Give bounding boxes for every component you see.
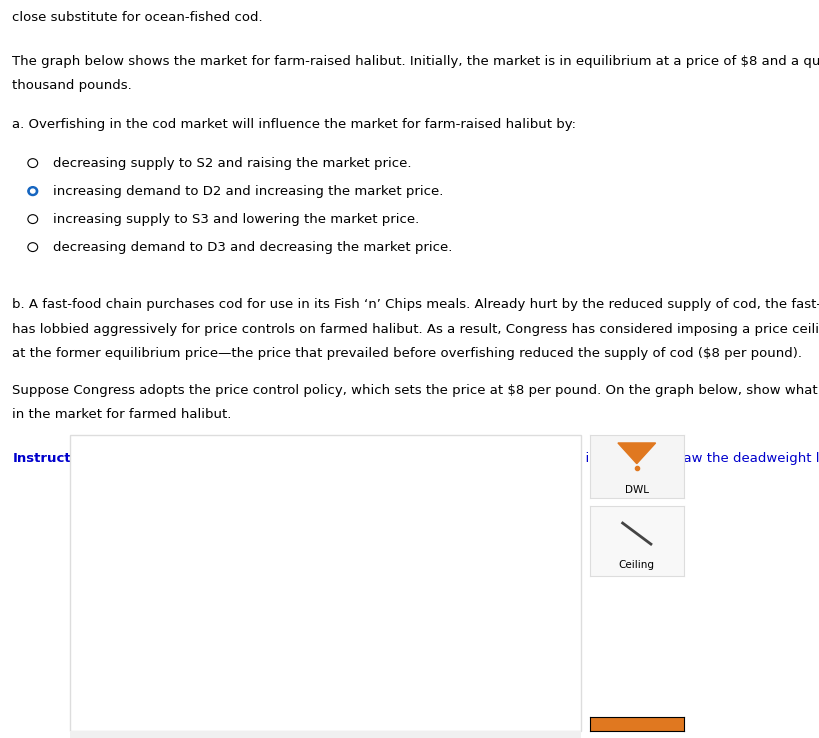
Text: Instructions:: Instructions: — [12, 452, 107, 465]
Text: Use the tools provided (Ceiling) to draw the price ceiling line and (DWL) to ide: Use the tools provided (Ceiling) to draw… — [79, 452, 819, 465]
Text: b. A fast-food chain purchases cod for use in its Fish ‘n’ Chips meals. Already : b. A fast-food chain purchases cod for u… — [12, 298, 819, 311]
Text: Quantity: Quantity — [258, 699, 311, 712]
Circle shape — [30, 189, 35, 193]
Text: a. Overfishing in the cod market will influence the market for farm-raised halib: a. Overfishing in the cod market will in… — [12, 118, 577, 131]
Text: increasing supply to S3 and lowering the market price.: increasing supply to S3 and lowering the… — [53, 213, 419, 227]
Text: in the market for farmed halibut.: in the market for farmed halibut. — [12, 408, 232, 421]
Text: $S_2$: $S_2$ — [526, 526, 539, 540]
Polygon shape — [618, 443, 655, 463]
Text: decreasing demand to D3 and decreasing the market price.: decreasing demand to D3 and decreasing t… — [53, 241, 453, 254]
Text: decreasing supply to S2 and raising the market price.: decreasing supply to S2 and raising the … — [53, 157, 412, 170]
Text: Ceiling: Ceiling — [619, 560, 654, 570]
Text: reset: reset — [290, 728, 326, 738]
Text: $D_2$: $D_2$ — [513, 632, 527, 646]
Text: The graph below shows the market for farm-raised halibut. Initially, the market : The graph below shows the market for far… — [12, 55, 819, 68]
Text: DWL: DWL — [625, 485, 649, 495]
Text: Suppose Congress adopts the price control policy, which sets the price at $8 per: Suppose Congress adopts the price contro… — [12, 384, 819, 397]
Circle shape — [28, 187, 38, 196]
Text: close substitute for ocean-fished cod.: close substitute for ocean-fished cod. — [12, 11, 263, 24]
Text: at the former equilibrium price—the price that prevailed before overfishing redu: at the former equilibrium price—the pric… — [12, 347, 803, 360]
Text: $S_3$: $S_3$ — [526, 578, 539, 592]
Text: thousand pounds.: thousand pounds. — [12, 79, 132, 92]
Y-axis label: Price ($): Price ($) — [102, 550, 115, 601]
Text: $D_3$: $D_3$ — [369, 662, 383, 676]
Text: ↻: ↻ — [129, 727, 142, 738]
Text: increasing demand to D2 and increasing the market price.: increasing demand to D2 and increasing t… — [53, 185, 444, 199]
Text: $S_1$: $S_1$ — [526, 548, 539, 562]
Text: has lobbied aggressively for price controls on farmed halibut. As a result, Cong: has lobbied aggressively for price contr… — [12, 323, 819, 336]
Text: ↺: ↺ — [96, 727, 109, 738]
Text: $D_1$: $D_1$ — [513, 655, 527, 669]
